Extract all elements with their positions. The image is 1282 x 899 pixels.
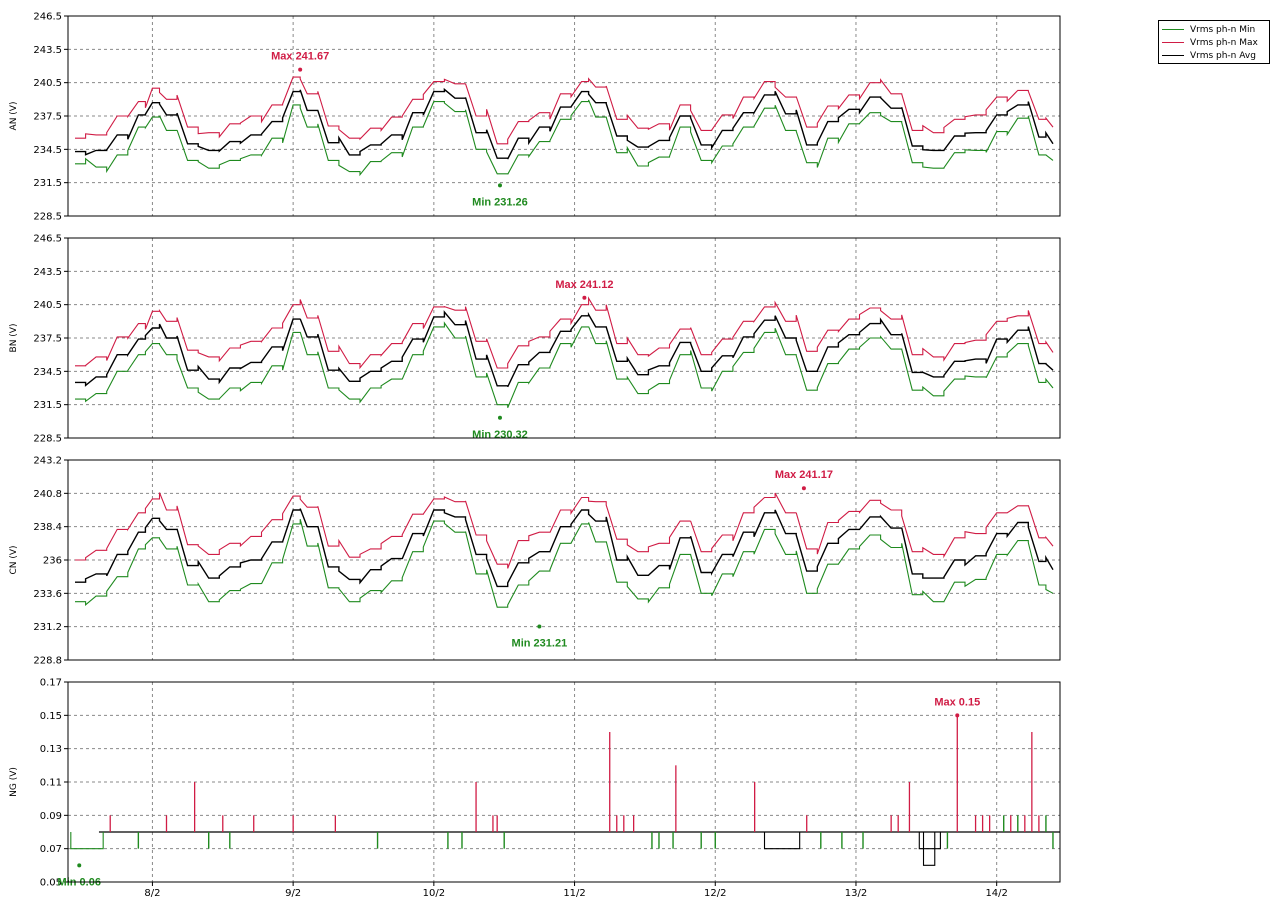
chart-panel-4: 0.17 0.15 0.13 0.11 0.09 0.07 0.05 NG (V) Max 0.… <box>9 678 1061 889</box>
y-tick-label: 228.5 <box>33 212 62 223</box>
annotation-marker <box>955 713 960 718</box>
y-tick-label: 0.17 <box>40 678 62 689</box>
annotation-label: Max 0.15 <box>934 696 980 708</box>
y-tick-label: 231.5 <box>33 400 62 411</box>
ng-low-segment <box>70 832 104 850</box>
legend-item-min: Vrms ph-n Min <box>1159 23 1269 36</box>
y-axis-label: AN (V) <box>9 102 19 131</box>
y-tick-label: 231.5 <box>33 178 62 189</box>
legend-swatch-min <box>1162 29 1184 30</box>
x-tick-label: 10/2 <box>423 888 445 899</box>
chart-legend: Vrms ph-n Min Vrms ph-n Max Vrms ph-n Av… <box>1158 20 1270 64</box>
series-max-line <box>75 492 1054 569</box>
y-tick-label: 0.05 <box>40 878 62 889</box>
legend-item-max: Vrms ph-n Max <box>1159 36 1269 49</box>
y-tick-label: 243.5 <box>33 45 62 56</box>
y-tick-label: 243.5 <box>33 267 62 278</box>
annotation-label: Min 230.32 <box>472 429 528 441</box>
y-tick-label: 233.6 <box>33 589 62 600</box>
plot-frame <box>67 459 1061 661</box>
y-tick-label: 0.11 <box>40 778 62 789</box>
plot-frame <box>67 681 1061 883</box>
annotation-marker <box>497 183 502 188</box>
plot-frame <box>67 237 1061 439</box>
legend-label-min: Vrms ph-n Min <box>1190 24 1256 35</box>
ng-low-segment <box>922 832 936 866</box>
y-tick-label: 0.13 <box>40 744 62 755</box>
annotation-label: Min 231.26 <box>472 196 528 208</box>
series-avg-line <box>75 87 1054 160</box>
y-tick-label: 240.8 <box>33 489 62 500</box>
y-tick-label: 234.5 <box>33 367 62 378</box>
x-tick-label: 9/2 <box>285 888 301 899</box>
annotation-label: Max 241.67 <box>271 51 329 63</box>
annotation-label: Max 241.17 <box>775 469 833 481</box>
legend-label-max: Vrms ph-n Max <box>1190 37 1258 48</box>
y-tick-label: 234.5 <box>33 145 62 156</box>
series-min-line <box>75 519 1054 608</box>
annotation-marker <box>537 624 542 629</box>
y-tick-label: 0.15 <box>40 711 62 722</box>
annotation-marker <box>582 295 587 300</box>
y-tick-label: 0.09 <box>40 811 62 822</box>
chart-panel-1: 246.5 243.5 240.5 237.5 234.5 231.5 228.5 AN (V… <box>9 12 1061 223</box>
y-tick-label: 238.4 <box>33 522 62 533</box>
series-min-line <box>75 321 1054 409</box>
chart-panel-2: 246.5 243.5 240.5 237.5 234.5 231.5 228.5 BN (V… <box>9 234 1061 445</box>
annotation-label: Max 241.12 <box>555 279 613 291</box>
series-max-line <box>75 296 1054 370</box>
y-tick-label: 246.5 <box>33 234 62 245</box>
x-tick-label: 13/2 <box>845 888 867 899</box>
x-tick-label: 12/2 <box>704 888 726 899</box>
y-tick-label: 228.8 <box>33 656 62 667</box>
y-tick-label: 231.2 <box>33 622 62 633</box>
series-avg-line <box>75 310 1054 388</box>
annotation-marker <box>497 415 502 420</box>
y-tick-label: 237.5 <box>33 334 62 345</box>
x-tick-label: 8/2 <box>144 888 160 899</box>
annotation-marker <box>77 863 82 868</box>
annotation-marker <box>298 67 303 72</box>
plot-frame <box>67 15 1061 217</box>
legend-swatch-max <box>1162 42 1184 43</box>
series-min-line <box>75 99 1054 177</box>
y-axis-label: NG (V) <box>9 767 19 797</box>
ng-low-segment <box>763 832 801 850</box>
ng-low-segment <box>918 832 941 850</box>
y-tick-label: 240.5 <box>33 78 62 89</box>
y-tick-label: 228.5 <box>33 434 62 445</box>
y-tick-label: 237.5 <box>33 112 62 123</box>
y-axis-label: CN (V) <box>9 545 19 574</box>
y-tick-label: 243.2 <box>33 456 62 467</box>
x-tick-label: 14/2 <box>985 888 1007 899</box>
annotation-marker <box>801 486 806 491</box>
y-tick-label: 246.5 <box>33 12 62 23</box>
series-max-line <box>75 76 1054 145</box>
legend-item-avg: Vrms ph-n Avg <box>1159 49 1269 62</box>
y-tick-label: 236 <box>43 556 62 567</box>
chart-panel-3: 243.2 240.8 238.4 236 233.6 231.2 228.8 CN (V) M… <box>9 456 1061 667</box>
x-tick-label: 11/2 <box>563 888 585 899</box>
legend-label-avg: Vrms ph-n Avg <box>1190 50 1256 61</box>
y-axis-label: BN (V) <box>9 324 19 353</box>
annotation-label: Min 231.21 <box>512 638 568 650</box>
legend-swatch-avg <box>1162 55 1184 56</box>
series-avg-line <box>75 508 1054 588</box>
y-tick-label: 240.5 <box>33 300 62 311</box>
y-tick-label: 0.07 <box>40 844 62 855</box>
